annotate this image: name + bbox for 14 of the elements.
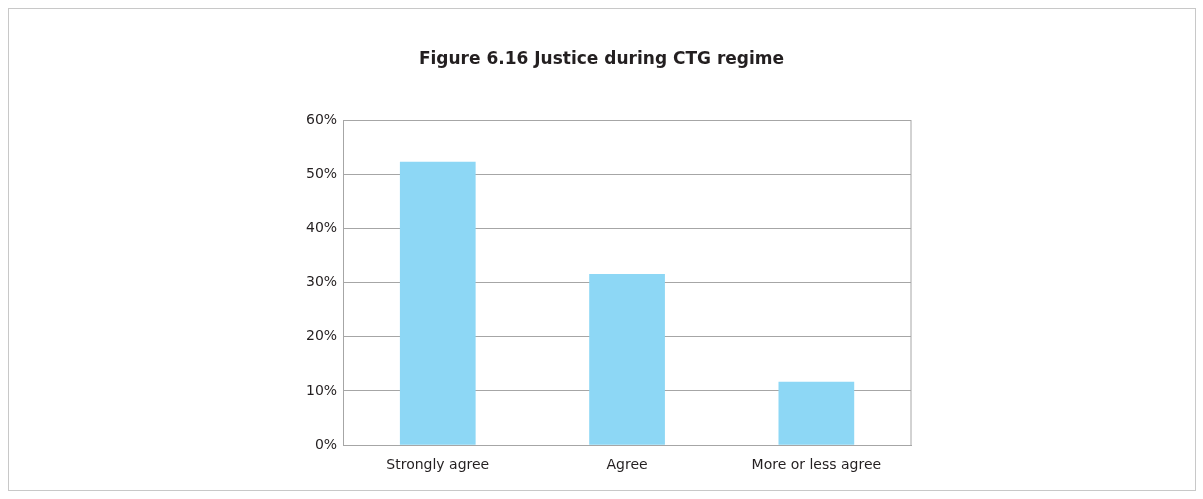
- x-tick-label: More or less agree: [751, 456, 882, 473]
- bar: [399, 161, 476, 445]
- bar: [778, 381, 855, 445]
- x-tick-label: Strongly agree: [386, 456, 490, 473]
- chart-title: Figure 6.16 Justice during CTG regime: [417, 48, 786, 68]
- y-tick-label: 40%: [305, 219, 338, 236]
- y-tick-label: 20%: [305, 327, 338, 344]
- y-tick-label: 0%: [314, 435, 338, 452]
- y-tick-label: 60%: [305, 110, 338, 127]
- y-tick-label: 10%: [305, 381, 338, 398]
- bar: [589, 273, 665, 445]
- x-tick-label: Agree: [606, 456, 648, 473]
- y-tick-label: 30%: [305, 273, 338, 290]
- y-tick-label: 50%: [305, 164, 338, 181]
